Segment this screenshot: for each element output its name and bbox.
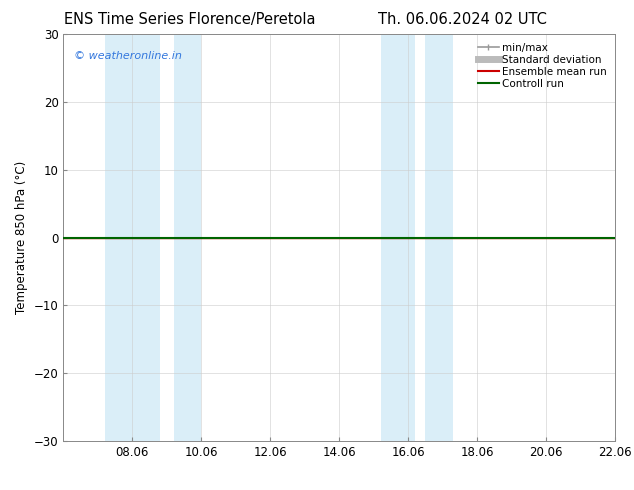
Text: ENS Time Series Florence/Peretola: ENS Time Series Florence/Peretola [65,12,316,27]
Y-axis label: Temperature 850 hPa (°C): Temperature 850 hPa (°C) [15,161,29,314]
Bar [174,34,202,441]
Bar [380,34,415,441]
Legend: min/max, Standard deviation, Ensemble mean run, Controll run: min/max, Standard deviation, Ensemble me… [475,40,610,92]
Bar [105,34,160,441]
Text: Th. 06.06.2024 02 UTC: Th. 06.06.2024 02 UTC [378,12,547,27]
Text: © weatheronline.in: © weatheronline.in [74,50,183,61]
Bar [425,34,453,441]
